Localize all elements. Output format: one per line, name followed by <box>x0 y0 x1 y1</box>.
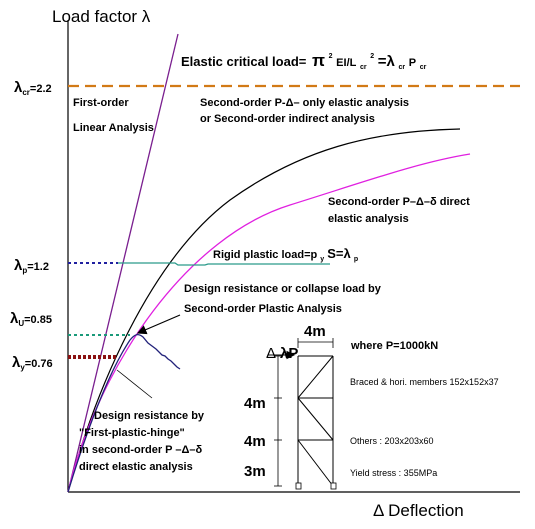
second-order-direct-curve <box>67 153 471 493</box>
second-direct-label-2: elastic analysis <box>328 213 409 225</box>
design-hinge-label-2: "First-plastic-hinge" <box>79 427 185 439</box>
frame-h1: 4m <box>244 395 266 412</box>
rigid-plastic-label: Rigid plastic load=p y S=λ p <box>213 246 358 264</box>
frame-h2: 4m <box>244 433 266 450</box>
rigid-plastic-line <box>118 262 330 266</box>
design-hinge-label-1: Design resistance by <box>94 410 205 422</box>
frame-load-label: λP <box>280 345 298 362</box>
level-u: λU=0.85 <box>10 310 52 328</box>
frame-load-delta: Δ <box>266 345 276 362</box>
svg-text:λp=1.2: λp=1.2 <box>14 257 49 275</box>
y-axis-label: Load factor λ <box>52 7 151 26</box>
frame-drawing <box>268 338 337 490</box>
second-order-indirect-curve <box>67 128 461 493</box>
second-indirect-label-1: Second-order P-Δ– only elastic analysis <box>200 97 409 109</box>
svg-text:λU=0.85: λU=0.85 <box>10 310 52 328</box>
svg-text:λy=0.76: λy=0.76 <box>12 354 53 372</box>
x-axis-label: Δ Deflection <box>373 501 464 520</box>
level-p: λp=1.2 <box>14 257 49 275</box>
elastic-critical-label: Elastic critical load= π 2 EI/L cr 2 =λ … <box>181 46 427 72</box>
design-resistance-label-1: Design resistance or collapse load by <box>184 283 382 295</box>
design-resistance-label-2: Second-order Plastic Analysis <box>184 303 342 315</box>
design-hinge-label-3: in second-order P –Δ–δ <box>79 444 203 456</box>
frame-yield-label: Yield stress : 355MPa <box>350 468 437 478</box>
frame-braced-label: Braced & hori. members 152x152x37 <box>350 377 499 387</box>
collapse-arrow <box>136 314 181 335</box>
svg-text:λcr=2.2: λcr=2.2 <box>14 79 52 97</box>
frame-h3: 3m <box>244 463 266 480</box>
second-direct-label-1: Second-order P–Δ–δ direct <box>328 196 470 208</box>
level-cr: λcr=2.2 <box>14 79 52 97</box>
second-indirect-label-2: or Second-order indirect analysis <box>200 113 375 125</box>
first-order-label-2: Linear Analysis <box>73 122 154 134</box>
frame-where-label: where P=1000kN <box>350 340 438 352</box>
design-hinge-label-4: direct elastic analysis <box>79 461 193 473</box>
level-y: λy=0.76 <box>12 354 53 372</box>
collapse-curve <box>67 333 181 493</box>
hinge-leader-line <box>116 369 153 399</box>
frame-others-label: Others : 203x203x60 <box>350 436 434 446</box>
frame-width-dim: 4m <box>304 323 326 340</box>
first-order-label-1: First-order <box>73 97 129 109</box>
